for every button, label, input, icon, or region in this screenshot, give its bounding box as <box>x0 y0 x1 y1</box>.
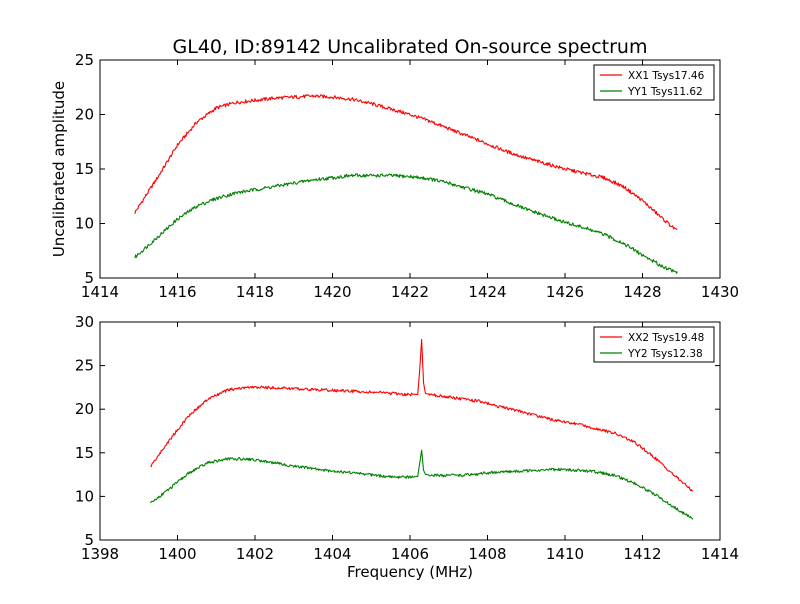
x-tick-label: 1424 <box>468 283 506 301</box>
legend: XX1 Tsys17.46 YY1 Tsys11.62 <box>593 64 715 101</box>
y-tick-label: 20 <box>75 106 94 124</box>
chart-2: Frequency (MHz) 1398 1400 1402 1404 1406 1408 1… <box>75 313 739 581</box>
y-tick-label: 5 <box>84 269 94 287</box>
legend-label: YY1 Tsys11.62 <box>627 86 703 98</box>
x-tick-label: 1404 <box>313 545 351 563</box>
legend-box <box>593 64 715 101</box>
series-line-yy1 <box>134 173 678 274</box>
y-tick-label: 25 <box>75 51 94 69</box>
x-tick-label: 1406 <box>391 545 429 563</box>
x-tick-label: 1428 <box>623 283 661 301</box>
x-tick-label: 1422 <box>391 283 429 301</box>
series-line-yy2 <box>149 449 694 520</box>
x-tick-label: 1426 <box>546 283 584 301</box>
x-tick-label: 1410 <box>546 545 584 563</box>
y-tick-label: 30 <box>75 313 94 331</box>
x-tick-label: 1414 <box>81 283 119 301</box>
y-tick-label: 5 <box>84 531 94 549</box>
x-tick-label: 1418 <box>236 283 274 301</box>
series-line-xx1 <box>134 94 678 231</box>
x-tick-label: 1408 <box>468 545 506 563</box>
y-tick-label: 25 <box>75 357 94 375</box>
x-tick-label: 1430 <box>701 283 739 301</box>
x-axis-label: Frequency (MHz) <box>347 563 473 581</box>
legend-label: YY2 Tsys12.38 <box>627 348 703 360</box>
chart-title: GL40, ID:89142 Uncalibrated On-source sp… <box>173 36 648 58</box>
chart-1: GL40, ID:89142 Uncalibrated On-source sp… <box>50 36 739 301</box>
legend-label: XX1 Tsys17.46 <box>628 70 705 82</box>
y-tick-label: 15 <box>75 160 94 178</box>
x-tick-label: 1414 <box>701 545 739 563</box>
x-tick-label: 1420 <box>313 283 351 301</box>
y-axis-label: Uncalibrated amplitude <box>50 81 68 257</box>
y-tick-label: 20 <box>75 400 94 418</box>
x-tick-label: 1412 <box>623 545 661 563</box>
x-tick-label: 1416 <box>158 283 196 301</box>
legend-label: XX2 Tsys19.48 <box>628 332 704 344</box>
legend: XX2 Tsys19.48 YY2 Tsys12.38 <box>593 326 715 363</box>
x-tick-label: 1402 <box>236 545 274 563</box>
series-line-xx2 <box>150 338 694 492</box>
legend-box <box>593 326 715 363</box>
y-tick-label: 15 <box>75 444 94 462</box>
x-tick-label: 1398 <box>81 545 119 563</box>
y-tick-label: 10 <box>75 487 94 505</box>
series-group <box>149 338 694 520</box>
series-group <box>134 94 678 274</box>
x-tick-label: 1400 <box>158 545 196 563</box>
y-tick-label: 10 <box>75 215 94 233</box>
